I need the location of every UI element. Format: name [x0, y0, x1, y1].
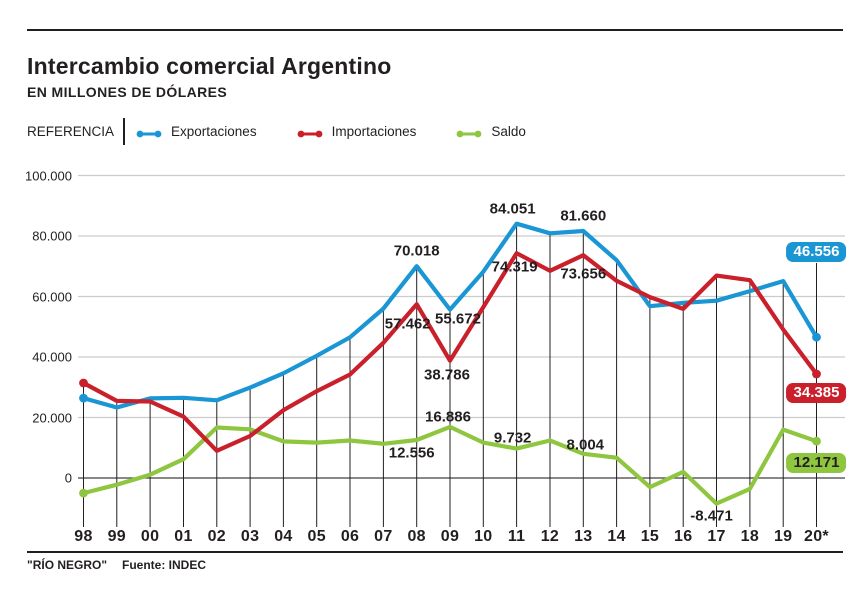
data-label: 74.319: [491, 258, 538, 276]
legend-item-exportaciones: Exportaciones: [136, 124, 257, 139]
x-axis-label: 07: [374, 528, 393, 545]
end-value-badge: 46.556: [786, 242, 847, 263]
x-axis-label: 15: [640, 528, 660, 545]
legend-item-label: Saldo: [491, 123, 526, 139]
legend-label: REFERENCIA: [27, 123, 115, 139]
exportaciones-line-icon: [136, 126, 162, 138]
data-label: 57.462: [384, 315, 431, 333]
legend-item-importaciones: Importaciones: [297, 123, 417, 139]
x-axis-label: 16: [674, 528, 693, 545]
data-label: 70.018: [393, 242, 440, 260]
y-axis-label: 100.000: [25, 168, 72, 183]
y-axis-label: 20.000: [32, 410, 72, 425]
data-label: 16.886: [425, 408, 471, 426]
data-label: 55.672: [435, 310, 481, 328]
data-label: 81.660: [560, 207, 607, 225]
x-axis-label: 04: [274, 528, 293, 545]
data-label: -8.471: [690, 507, 733, 525]
x-axis-label: 99: [107, 528, 127, 545]
legend-item-label: Exportaciones: [171, 123, 257, 139]
saldo-line-icon: [456, 126, 482, 138]
legend-item-saldo: Saldo: [456, 124, 526, 139]
legend-item-label: Importaciones: [331, 123, 417, 139]
y-axis-label: 0: [64, 470, 72, 486]
end-value-badge: 12.171: [786, 453, 847, 474]
legend-divider: [123, 117, 126, 145]
x-axis-label: 09: [440, 528, 460, 545]
data-label: 8.004: [566, 436, 605, 454]
data-label: 84.051: [489, 200, 536, 218]
x-axis-label: 12: [540, 528, 560, 545]
top-rule: [27, 29, 843, 31]
data-label: 73.656: [560, 265, 607, 283]
legend: REFERENCIA Exportaciones Importaciones S…: [27, 117, 526, 145]
x-axis-label: 03: [240, 528, 260, 545]
x-axis-label: 05: [307, 528, 326, 545]
page-title: Intercambio comercial Argentino: [27, 53, 392, 80]
x-axis-label: 00: [140, 528, 160, 545]
y-axis-label: 40.000: [32, 349, 72, 365]
x-axis-label: 20*: [804, 528, 829, 545]
end-value-badge: 34.385: [786, 382, 847, 403]
chart-subtitle: EN MILLONES DE DÓLARES: [27, 84, 228, 100]
x-axis-label: 13: [574, 528, 593, 545]
data-label: 38.786: [424, 366, 470, 384]
footer-attribution: "RÍO NEGRO": [27, 558, 108, 572]
footer-source: Fuente: INDEC: [122, 558, 206, 572]
x-axis-label: 06: [340, 528, 360, 545]
data-label: 9.732: [493, 429, 532, 447]
x-axis-label: 10: [474, 528, 493, 545]
x-axis-label: 11: [507, 528, 526, 545]
y-axis-label: 60.000: [32, 289, 72, 304]
y-axis-label: 80.000: [32, 228, 72, 244]
x-axis-label: 14: [607, 528, 626, 545]
x-axis-label: 02: [207, 528, 226, 545]
importaciones-line-icon: [297, 126, 323, 138]
bottom-rule: [27, 551, 843, 553]
data-label: 12.556: [388, 444, 435, 462]
x-axis-label: 01: [174, 528, 193, 545]
x-axis-label: 18: [740, 528, 760, 545]
x-axis-label: 17: [707, 528, 726, 545]
x-axis-label: 08: [407, 528, 426, 545]
x-axis-label: 19: [773, 528, 793, 545]
x-axis-label: 98: [74, 528, 93, 545]
